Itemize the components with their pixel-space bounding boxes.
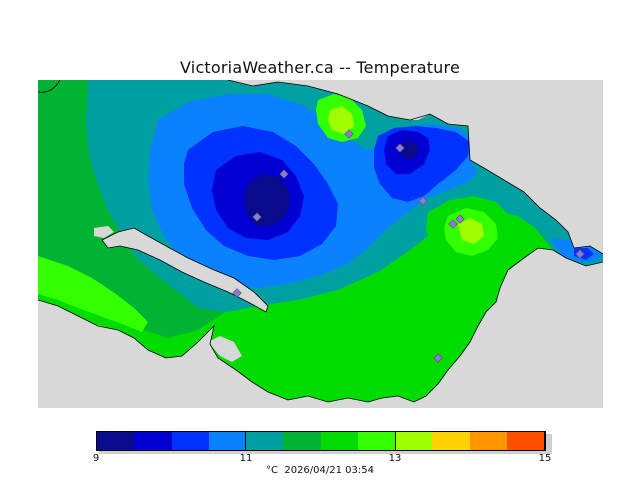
colorbar-swatch bbox=[432, 432, 470, 450]
station-marker[interactable] bbox=[252, 212, 262, 222]
colorbar-tick-line bbox=[245, 431, 246, 451]
station-marker[interactable] bbox=[455, 214, 465, 224]
band-12_5-13-southwest bbox=[38, 256, 148, 332]
units-label: °C bbox=[266, 465, 278, 476]
coastline bbox=[227, 80, 603, 255]
colorbar-swatch bbox=[283, 432, 321, 450]
colorbar-swatch bbox=[246, 432, 284, 450]
coastline-inlet bbox=[101, 227, 269, 313]
colorbar-swatch bbox=[506, 432, 544, 450]
colorbar-swatch bbox=[357, 432, 395, 450]
sea-east bbox=[228, 80, 603, 254]
band-lt9_5-left bbox=[244, 174, 290, 226]
colorbar-swatch bbox=[97, 432, 135, 450]
sea-inlet-tip bbox=[94, 226, 114, 238]
weather-stations bbox=[232, 129, 585, 363]
station-marker[interactable] bbox=[448, 219, 458, 229]
colorbar-swatch bbox=[171, 432, 209, 450]
colorbar-tick-line bbox=[96, 431, 97, 451]
colorbar-tick-label: 15 bbox=[538, 453, 552, 464]
colorbar-swatch bbox=[395, 432, 433, 450]
station-marker[interactable] bbox=[433, 353, 443, 363]
timestamp-label: 2026/04/21 03:54 bbox=[284, 465, 374, 476]
sea-south bbox=[38, 248, 603, 408]
colorbar-tick-label: 11 bbox=[239, 453, 253, 464]
station-marker[interactable] bbox=[232, 288, 242, 298]
temperature-contour-map[interactable] bbox=[38, 80, 603, 408]
band-lt9_5-right bbox=[400, 140, 418, 160]
colorbar-tick-label: 9 bbox=[92, 453, 100, 464]
temperature-colorbar bbox=[96, 431, 545, 451]
station-marker[interactable] bbox=[575, 249, 585, 259]
map-title: VictoriaWeather.ca -- Temperature bbox=[180, 58, 460, 77]
band-13-13_5-north bbox=[328, 106, 354, 134]
station-marker[interactable] bbox=[395, 143, 405, 153]
colorbar-swatch bbox=[134, 432, 172, 450]
coastline-south bbox=[38, 247, 603, 403]
colorbar-swatch bbox=[469, 432, 507, 450]
band-12_5-13-south bbox=[226, 276, 476, 400]
sea-southbay-notch bbox=[208, 336, 242, 362]
station-marker[interactable] bbox=[418, 196, 428, 206]
colorbar-tick-line bbox=[545, 431, 546, 451]
colorbar-swatch bbox=[320, 432, 358, 450]
station-marker[interactable] bbox=[344, 129, 354, 139]
legend-caption: °C 2026/04/21 03:54 bbox=[0, 465, 640, 476]
station-marker[interactable] bbox=[279, 169, 289, 179]
band-13-13_5-east bbox=[458, 218, 484, 244]
colorbar-tick-label: 13 bbox=[388, 453, 402, 464]
colorbar-swatch bbox=[208, 432, 246, 450]
coastline-nw-arc bbox=[38, 80, 61, 93]
colorbar-tick-line bbox=[395, 431, 396, 451]
